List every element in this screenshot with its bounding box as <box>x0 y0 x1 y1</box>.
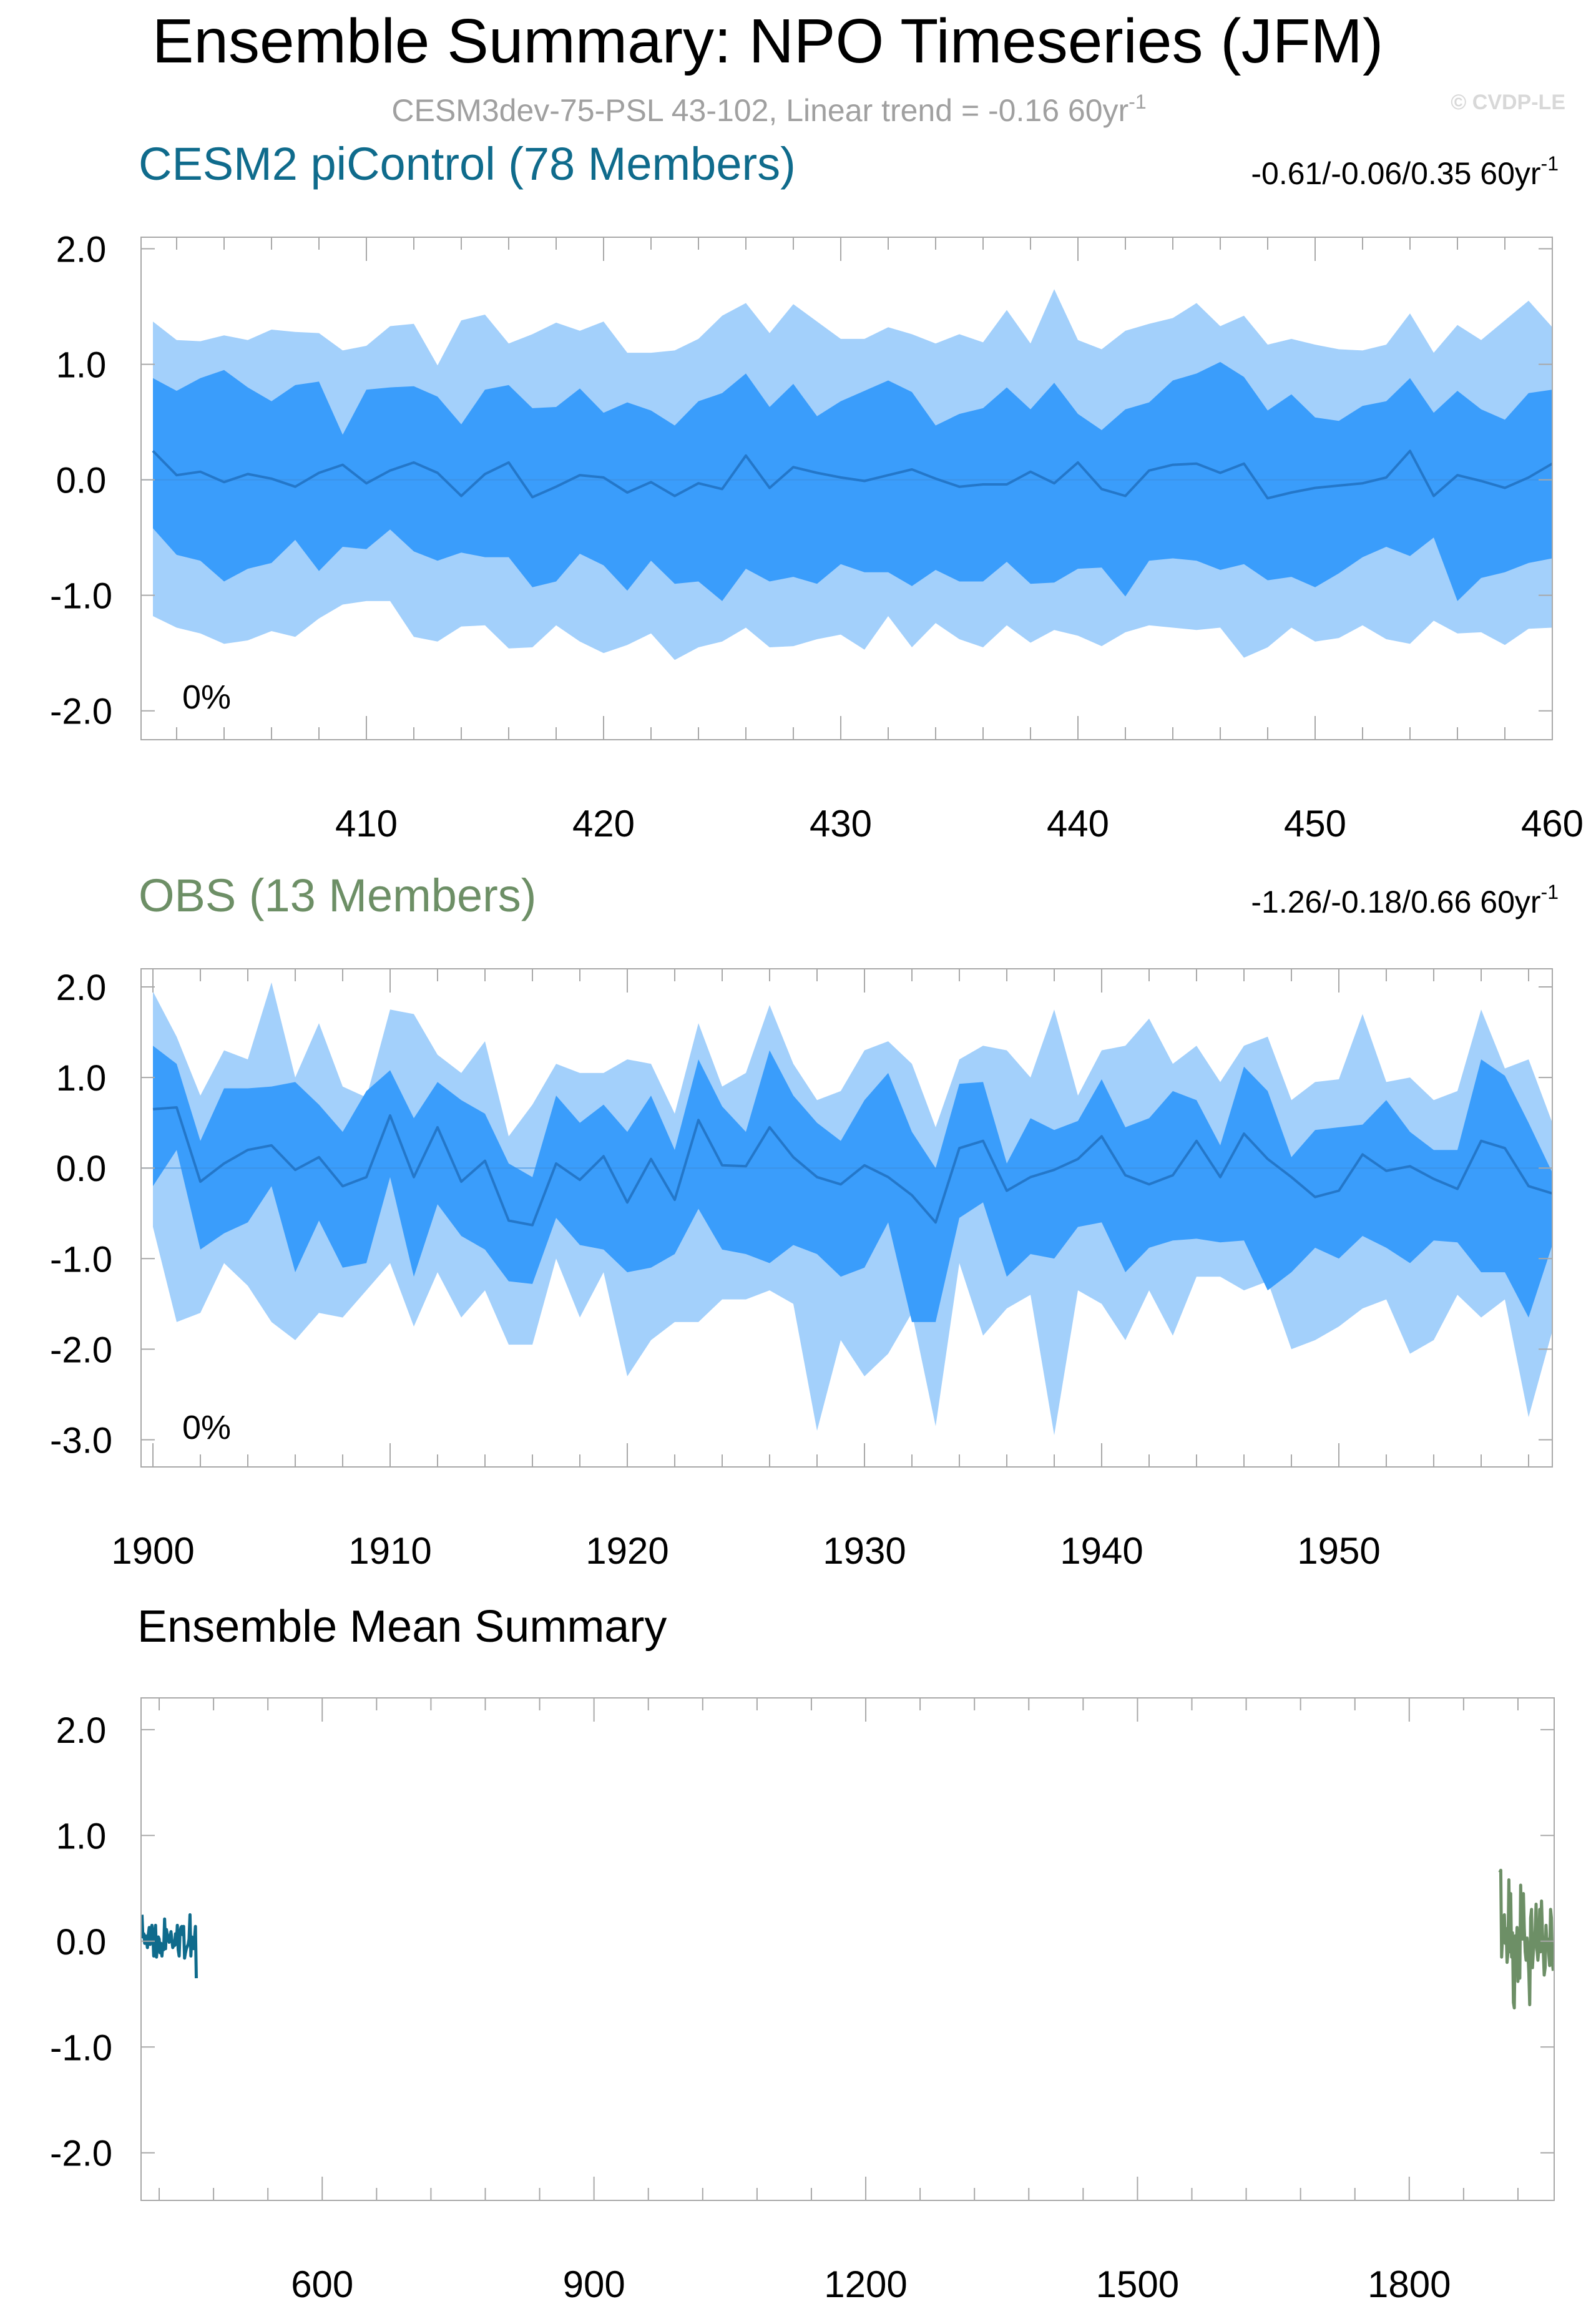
cesm2-xtick-label: 450 <box>1284 803 1346 845</box>
cesm2-ytick-label: 2.0 <box>56 230 107 270</box>
obs-ytick-label: 0.0 <box>56 1149 107 1189</box>
obs-ytick-label: 2.0 <box>56 968 107 1008</box>
obs-inner-band <box>153 1046 1552 1322</box>
obs-trend-text: -1.26/-0.18/0.66 60yr-1 <box>1251 881 1559 919</box>
ensemble-mean-ytick-label: 1.0 <box>56 1816 107 1856</box>
ensemble-mean-panel: Ensemble Mean Summary 2.0 1.0 0.0 -1.0 -2.0 60… <box>50 1602 1555 2305</box>
ensemble-mean-ytick-label: -1.0 <box>50 2027 112 2068</box>
obs-ytick-label: -3.0 <box>50 1420 112 1461</box>
cesm2-ytick-label: -2.0 <box>50 692 112 732</box>
obs-xtick-label: 1940 <box>1060 1530 1143 1572</box>
ensemble-mean-xtick-label: 1200 <box>824 2263 907 2305</box>
obs-ensemble-mean-line <box>1498 1868 1554 2010</box>
ensemble-mean-xtick-label: 600 <box>291 2263 353 2305</box>
ensemble-mean-plot-area <box>141 1868 1554 2010</box>
ensemble-mean-ytick-label: -2.0 <box>50 2134 112 2174</box>
cesm2-xtick-label: 460 <box>1521 803 1584 845</box>
cesm2-frame <box>140 237 1553 740</box>
obs-trend-value: -1.26/-0.18/0.66 60yr <box>1251 885 1540 919</box>
cesm2-xtick-label: 430 <box>810 803 872 845</box>
cesm2-title: CESM2 piControl (78 Members) <box>139 138 796 190</box>
cesm2-ytick-label: -1.0 <box>50 576 112 617</box>
obs-xtick-label: 1910 <box>348 1530 431 1572</box>
cesm2-ensemble-mean-line <box>141 1913 198 1979</box>
figure-subtitle-text: CESM3dev-75-PSL 43-102, Linear trend = -… <box>391 93 1128 128</box>
cesm2-ytick-label: 0.0 <box>56 461 107 501</box>
obs-percent-label: 0% <box>182 1409 231 1446</box>
ensemble-mean-frame <box>140 1697 1555 2201</box>
obs-ytick-label: -1.0 <box>50 1239 112 1280</box>
cesm2-mean-line <box>152 449 1552 500</box>
cesm2-inner-band <box>153 361 1552 601</box>
cesm2-xtick-label: 420 <box>572 803 635 845</box>
cesm2-trend-sup: -1 <box>1541 152 1559 175</box>
cesm2-plot-area <box>141 289 1552 660</box>
ensemble-mean-title: Ensemble Mean Summary <box>137 1602 667 1652</box>
cesm2-xtick-label: 440 <box>1047 803 1109 845</box>
obs-trend-sup: -1 <box>1541 881 1559 903</box>
obs-xtick-label: 1920 <box>585 1530 668 1572</box>
obs-mean-line <box>152 1106 1552 1227</box>
cesm2-trend-text: -0.61/-0.06/0.35 60yr-1 <box>1251 152 1559 191</box>
ensemble-mean-xtick-label: 1500 <box>1096 2263 1179 2305</box>
obs-panel: OBS (13 Members) -1.26/-0.18/0.66 60yr-1 2… <box>50 870 1559 1572</box>
ensemble-mean-xtick-label: 900 <box>563 2263 625 2305</box>
obs-ytick-label: 1.0 <box>56 1058 107 1099</box>
cesm2-percent-label: 0% <box>182 679 231 716</box>
cesm2-panel: CESM2 piControl (78 Members) -0.61/-0.06/… <box>50 138 1584 845</box>
obs-title: OBS (13 Members) <box>139 870 536 921</box>
obs-plot-area <box>141 982 1552 1436</box>
watermark: © CVDP-LE <box>1451 91 1565 114</box>
figure-title: Ensemble Summary: NPO Timeseries (JFM) <box>152 6 1384 76</box>
cesm2-ytick-label: 1.0 <box>56 345 107 386</box>
obs-xtick-label: 1930 <box>823 1530 906 1572</box>
obs-ytick-label: -2.0 <box>50 1330 112 1370</box>
obs-xtick-label: 1950 <box>1297 1530 1380 1572</box>
figure-subtitle: CESM3dev-75-PSL 43-102, Linear trend = -… <box>391 91 1146 128</box>
ensemble-mean-ytick-label: 0.0 <box>56 1922 107 1963</box>
cesm2-xtick-label: 410 <box>335 803 398 845</box>
obs-xtick-label: 1900 <box>111 1530 194 1572</box>
cesm2-trend-value: -0.61/-0.06/0.35 60yr <box>1251 156 1540 191</box>
ensemble-mean-xtick-label: 1800 <box>1368 2263 1451 2305</box>
figure-subtitle-sup: -1 <box>1128 91 1146 113</box>
obs-frame <box>140 968 1553 1468</box>
ensemble-mean-ytick-label: 2.0 <box>56 1710 107 1751</box>
